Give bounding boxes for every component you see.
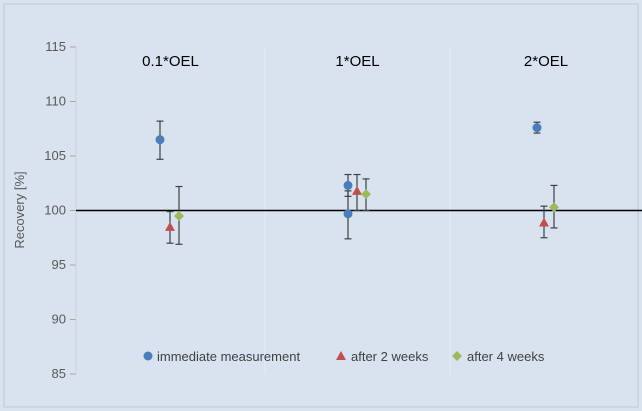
panel-labels: 0.1*OEL 1*OEL 2*OEL xyxy=(142,53,568,70)
y-tick-label: 100 xyxy=(44,203,66,218)
legend-marker xyxy=(336,351,346,360)
data-point-triangle xyxy=(352,185,362,195)
data-point-circle xyxy=(343,209,353,219)
data-point-circle xyxy=(343,180,353,190)
y-tick-label: 90 xyxy=(52,312,66,327)
legend-label: after 2 weeks xyxy=(351,349,429,364)
panel-label: 0.1*OEL xyxy=(142,53,199,70)
y-tick-label: 85 xyxy=(52,366,66,381)
y-axis: 85 90 95 100 105 110 115 xyxy=(44,39,77,381)
y-tick-label: 105 xyxy=(44,148,66,163)
data-point-diamond xyxy=(174,210,184,221)
panel-label: 2*OEL xyxy=(524,53,568,70)
data-point-diamond xyxy=(549,202,559,213)
legend-item: immediate measurement xyxy=(143,349,300,364)
y-axis-label: Recovery [%] xyxy=(12,171,27,248)
legend-label: after 4 weeks xyxy=(467,349,545,364)
data-point-triangle xyxy=(539,217,549,227)
legend: immediate measurement after 2 weeks after … xyxy=(143,349,545,364)
legend-item: after 4 weeks xyxy=(452,349,545,364)
data-point-circle xyxy=(532,123,542,133)
legend-item: after 2 weeks xyxy=(336,349,429,364)
data-point-diamond xyxy=(361,189,371,200)
legend-marker xyxy=(143,351,153,361)
y-tick-label: 115 xyxy=(45,39,66,54)
panel-label: 1*OEL xyxy=(335,53,379,70)
legend-label: immediate measurement xyxy=(157,349,300,364)
data-point-circle xyxy=(155,135,165,145)
data-points xyxy=(155,123,559,231)
legend-marker xyxy=(452,351,462,361)
data-point-triangle xyxy=(165,221,175,231)
chart-frame xyxy=(3,3,639,408)
y-tick-label: 110 xyxy=(45,94,66,109)
y-tick-label: 95 xyxy=(52,257,66,272)
